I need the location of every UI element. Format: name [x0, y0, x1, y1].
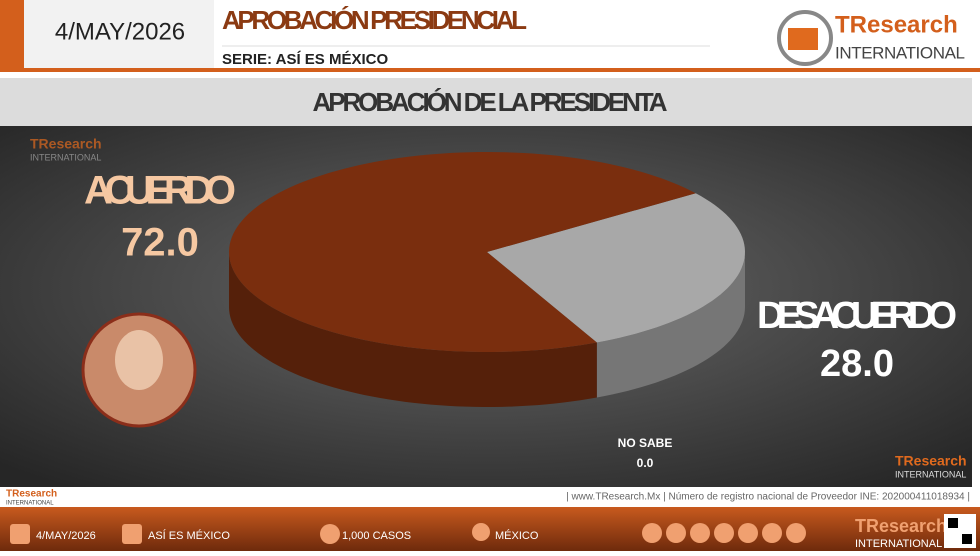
footer-icons [10, 523, 806, 544]
logo-ring [777, 10, 833, 66]
logo-icon [788, 28, 818, 50]
footer-item: MÉXICO [495, 529, 539, 542]
watermark-sub: INTERNATIONAL [30, 152, 101, 162]
slice [229, 152, 696, 352]
logo-name: TResearch [835, 11, 958, 38]
slice-label: NO SABE [618, 436, 673, 450]
header-stripe [0, 0, 24, 70]
slice-label: ACUERDO [84, 169, 236, 213]
info-text: | www.TResearch.Mx | Número de registro … [566, 492, 970, 503]
slice-label: DESACUERDO [757, 295, 957, 337]
small-logo-sub: INTERNATIONAL [6, 501, 54, 507]
small-logo: TResearch [6, 489, 57, 500]
watermark-name: TResearch [30, 136, 102, 152]
date-box [24, 0, 214, 68]
header-line [0, 68, 980, 72]
watermark-name: TResearch [895, 453, 967, 469]
qr-block [962, 534, 972, 544]
header-subtitle: SERIE: ASÍ ES MÉXICO [222, 51, 388, 68]
portrait-face [115, 330, 163, 390]
slice-value: 28.0 [820, 343, 894, 385]
slice-side [229, 252, 597, 407]
logo-sub: INTERNATIONAL [835, 43, 965, 62]
title-band [0, 78, 972, 126]
slice-side [596, 252, 745, 398]
watermark-sub: INTERNATIONAL [895, 469, 966, 479]
pie [229, 152, 745, 407]
footer-item: 1,000 CASOS [342, 530, 411, 542]
info-bar [0, 487, 980, 507]
slice-value: 72.0 [121, 221, 199, 265]
header-date: 4/MAY/2026 [55, 18, 185, 45]
footer-item: ASÍ ES MÉXICO [148, 529, 230, 542]
footer-logo-sub: INTERNATIONAL [855, 538, 942, 550]
footer [0, 507, 980, 551]
chart-title: APROBACIÓN DE LA PRESIDENTA [313, 87, 668, 117]
footer-item: 4/MAY/2026 [36, 530, 96, 542]
footer-logo-name: TResearch [855, 516, 947, 536]
slice [487, 193, 745, 343]
qr-block [948, 518, 958, 528]
header-title: APROBACIÓN PRESIDENCIAL [222, 5, 527, 35]
slice-value: 0.0 [637, 456, 654, 470]
